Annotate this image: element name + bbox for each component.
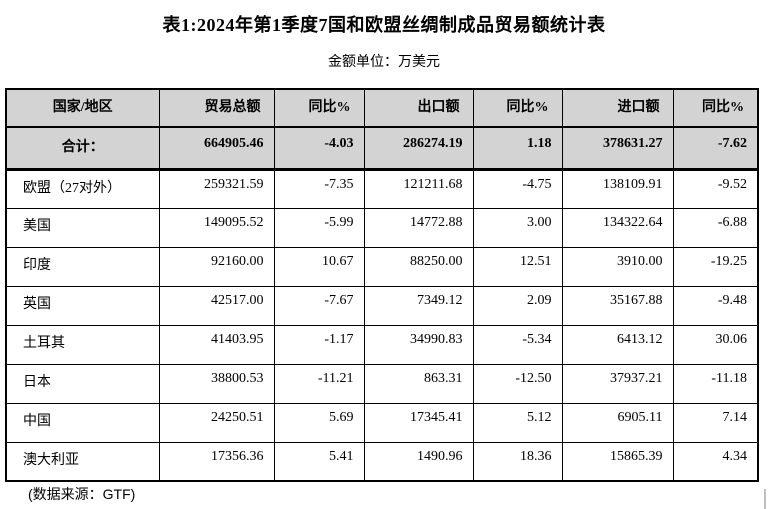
cell-value-1: -5.99 [273,207,365,248]
cell-value-2: 7349.12 [363,285,474,326]
cell-value-3: 5.12 [472,402,563,443]
row-label: 中国 [5,402,160,443]
row-label: 美国 [5,207,160,248]
row-label: 澳大利亚 [5,441,160,482]
row-label: 土耳其 [5,324,160,365]
source-note: (数据来源：GTF) [28,486,136,502]
cell-value-5: -19.25 [672,246,759,287]
cell-value-4: 15865.39 [561,441,674,482]
cell-value-2: 34990.83 [363,324,474,365]
cell-value-2: 14772.88 [363,207,474,248]
cell-value-1: -7.35 [273,168,365,209]
row-label: 印度 [5,246,160,287]
cell-value-4: 37937.21 [561,363,674,404]
cell-value-3: 12.51 [472,246,563,287]
cell-value-0: 42517.00 [158,285,275,326]
table-row: 澳大利亚 17356.36 5.41 1490.96 18.36 15865.39 4.34 [5,441,759,482]
cell-value-3: -12.50 [472,363,563,404]
table-row: 日本 38800.53 -11.21 863.31 -12.50 37937.21 -11.… [5,363,759,404]
row-label: 英国 [5,285,160,326]
page-title: 表1:2024年第1季度7国和欧盟丝绸制成品贸易额统计表 [162,15,606,35]
cell-value-4: 134322.64 [561,207,674,248]
cell-value-4: 6905.11 [561,402,674,443]
column-header-2: 同比% [273,88,365,128]
window-edge-artifact [764,489,766,509]
table-row: 英国 42517.00 -7.67 7349.12 2.09 35167.88 -9.48 [5,285,759,326]
cell-value-2: 17345.41 [363,402,474,443]
cell-value-5: -6.88 [672,207,759,248]
cell-value-5: -9.52 [672,168,759,209]
cell-value-3: 2.09 [472,285,563,326]
cell-value-1: 5.41 [273,441,365,482]
cell-value-1: -7.67 [273,285,365,326]
cell-value-4: 3910.00 [561,246,674,287]
cell-value-4: 6413.12 [561,324,674,365]
cell-value-4: 35167.88 [561,285,674,326]
cell-value-2: 88250.00 [363,246,474,287]
column-header-0: 国家/地区 [5,88,160,128]
table-row: 土耳其 41403.95 -1.17 34990.83 -5.34 6413.12 30.0… [5,324,759,365]
cell-value-1: 10.67 [273,246,365,287]
cell-value-4: 138109.91 [561,168,674,209]
cell-value-1: -4.03 [273,126,365,171]
table-row: 中国 24250.51 5.69 17345.41 5.12 6905.11 7.14 [5,402,759,443]
row-label: 日本 [5,363,160,404]
cell-value-3: 18.36 [472,441,563,482]
total-row: 合计： 664905.46 -4.03 286274.19 1.18 378631.27-… [5,126,759,171]
table-header-row: 国家/地区 贸易总额 同比% 出口额 同比% 进口额 同比% [5,88,759,128]
row-label: 合计： [5,126,160,171]
column-header-6: 同比% [672,88,759,128]
cell-value-0: 259321.59 [158,168,275,209]
cell-value-0: 24250.51 [158,402,275,443]
table-row: 印度 92160.00 10.67 88250.00 12.51 3910.00 -19.2… [5,246,759,287]
cell-value-0: 41403.95 [158,324,275,365]
unit-note: 金额单位：万美元 [328,55,440,70]
cell-value-1: 5.69 [273,402,365,443]
cell-value-0: 149095.52 [158,207,275,248]
table-row: 美国 149095.52 -5.99 14772.88 3.00 134322.64 -6.… [5,207,759,248]
cell-value-4: 378631.27 [561,126,674,171]
cell-value-0: 664905.46 [158,126,275,171]
cell-value-3: 3.00 [472,207,563,248]
cell-value-3: -4.75 [472,168,563,209]
cell-value-1: -11.21 [273,363,365,404]
cell-value-5: 7.14 [672,402,759,443]
cell-value-3: 1.18 [472,126,563,171]
cell-value-2: 1490.96 [363,441,474,482]
table-row: 欧盟（27对外） 259321.59 -7.35 121211.68 -4.75 1381… [5,168,759,209]
column-header-4: 同比% [472,88,563,128]
row-label: 欧盟（27对外） [5,168,160,209]
cell-value-0: 17356.36 [158,441,275,482]
column-header-3: 出口额 [363,88,474,128]
cell-value-5: 4.34 [672,441,759,482]
cell-value-3: -5.34 [472,324,563,365]
cell-value-2: 121211.68 [363,168,474,209]
column-header-1: 贸易总额 [158,88,275,128]
cell-value-0: 92160.00 [158,246,275,287]
column-header-5: 进口额 [561,88,674,128]
cell-value-2: 286274.19 [363,126,474,171]
cell-value-5: 30.06 [672,324,759,365]
cell-value-5: -7.62 [672,126,759,171]
trade-statistics-table: 国家/地区 贸易总额 同比% 出口额 同比% 进口额 同比% 合计： 664905.46 -4.… [5,88,759,482]
cell-value-1: -1.17 [273,324,365,365]
cell-value-0: 38800.53 [158,363,275,404]
cell-value-5: -11.18 [672,363,759,404]
cell-value-5: -9.48 [672,285,759,326]
cell-value-2: 863.31 [363,363,474,404]
